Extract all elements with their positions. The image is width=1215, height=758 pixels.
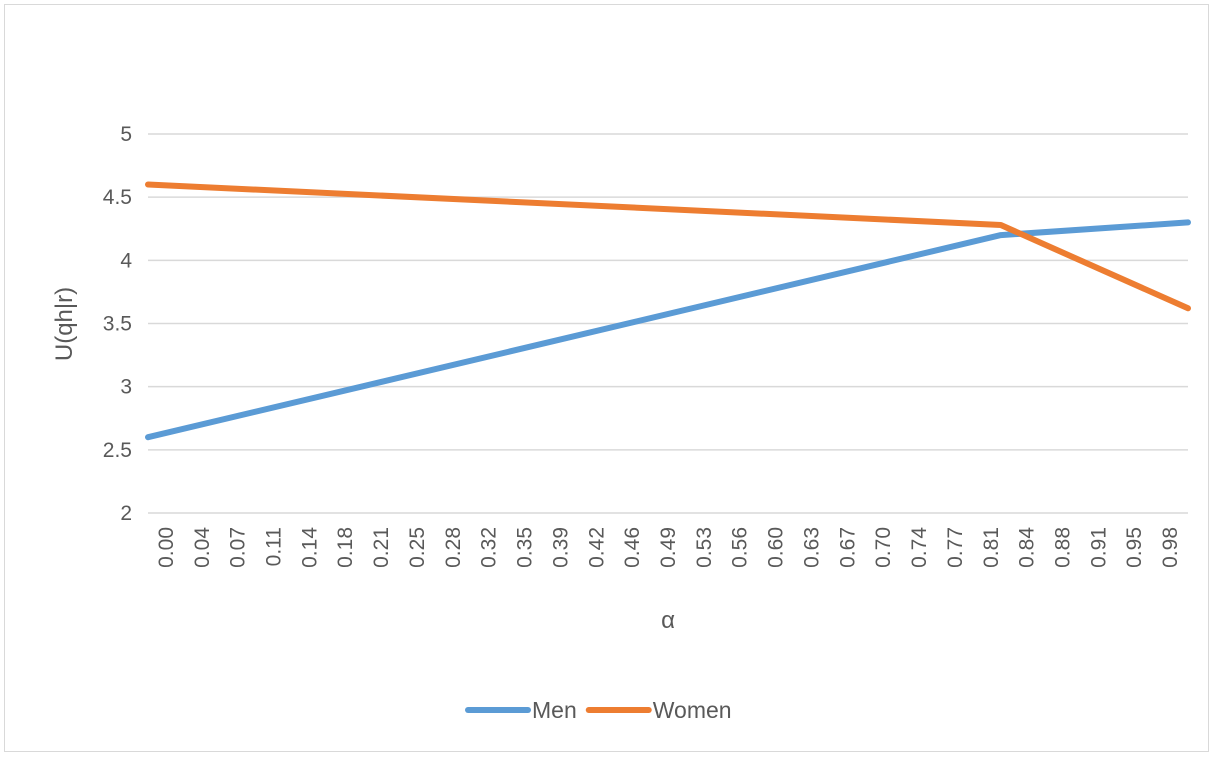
x-tick-label: 0.18	[334, 527, 357, 568]
x-tick-label: 0.00	[155, 527, 178, 568]
x-tick-label: 0.88	[1051, 527, 1074, 568]
series-line-men	[145, 219, 1191, 441]
x-tick-label: 0.81	[980, 527, 1003, 568]
x-tick-label: 0.84	[1016, 527, 1039, 568]
x-tick-label: 0.95	[1123, 527, 1146, 568]
y-tick-label: 3.5	[103, 313, 132, 336]
chart-frame	[4, 4, 1209, 752]
x-tick-label: 0.42	[585, 527, 608, 568]
x-tick-label: 0.21	[370, 527, 393, 568]
x-tick-label: 0.53	[693, 527, 716, 568]
x-tick-label: 0.07	[227, 527, 250, 568]
y-tick-label: 2.5	[103, 439, 132, 462]
x-tick-label: 0.63	[800, 527, 823, 568]
x-tick-label: 0.32	[478, 527, 501, 568]
x-tick-label: 0.56	[729, 527, 752, 568]
x-tick-label: 0.74	[908, 527, 931, 568]
y-axis-title: U(qh|r)	[51, 287, 78, 361]
x-tick-label: 0.91	[1087, 527, 1110, 568]
x-tick-label: 0.46	[621, 527, 644, 568]
x-tick-label: 0.39	[549, 527, 572, 568]
legend-label-women: Women	[653, 697, 732, 723]
y-tick-label: 3	[120, 376, 132, 399]
x-axis-title: α	[661, 607, 675, 634]
x-tick-label: 0.11	[263, 527, 286, 566]
x-tick-label: 0.67	[836, 527, 859, 568]
x-tick-label: 0.04	[191, 527, 214, 568]
series-lines	[145, 181, 1191, 441]
y-tick-label: 5	[120, 123, 132, 146]
x-tick-label: 0.60	[765, 527, 788, 568]
y-axis-ticks: 2 2.5 3 3.5 4 4.5 5	[103, 123, 133, 525]
x-tick-label: 0.77	[944, 527, 967, 568]
x-tick-label: 0.25	[406, 527, 429, 568]
x-tick-label: 0.35	[514, 527, 537, 568]
legend-label-men: Men	[532, 697, 577, 723]
x-tick-label: 0.70	[872, 527, 895, 568]
y-tick-label: 2	[120, 502, 132, 525]
legend: Men Women	[465, 697, 732, 723]
series-line-women	[145, 181, 1191, 312]
x-tick-label: 0.14	[298, 527, 321, 568]
x-axis-ticks: 0.00 0.04 0.07 0.11 0.14 0.18 0.21 0.25 0.28 0.32…	[155, 527, 1182, 568]
x-tick-label: 0.49	[657, 527, 680, 568]
gridlines	[148, 133, 1188, 514]
x-tick-label: 0.98	[1159, 527, 1182, 568]
y-tick-label: 4	[120, 249, 132, 272]
y-tick-label: 4.5	[103, 186, 132, 209]
x-tick-label: 0.28	[442, 527, 465, 568]
